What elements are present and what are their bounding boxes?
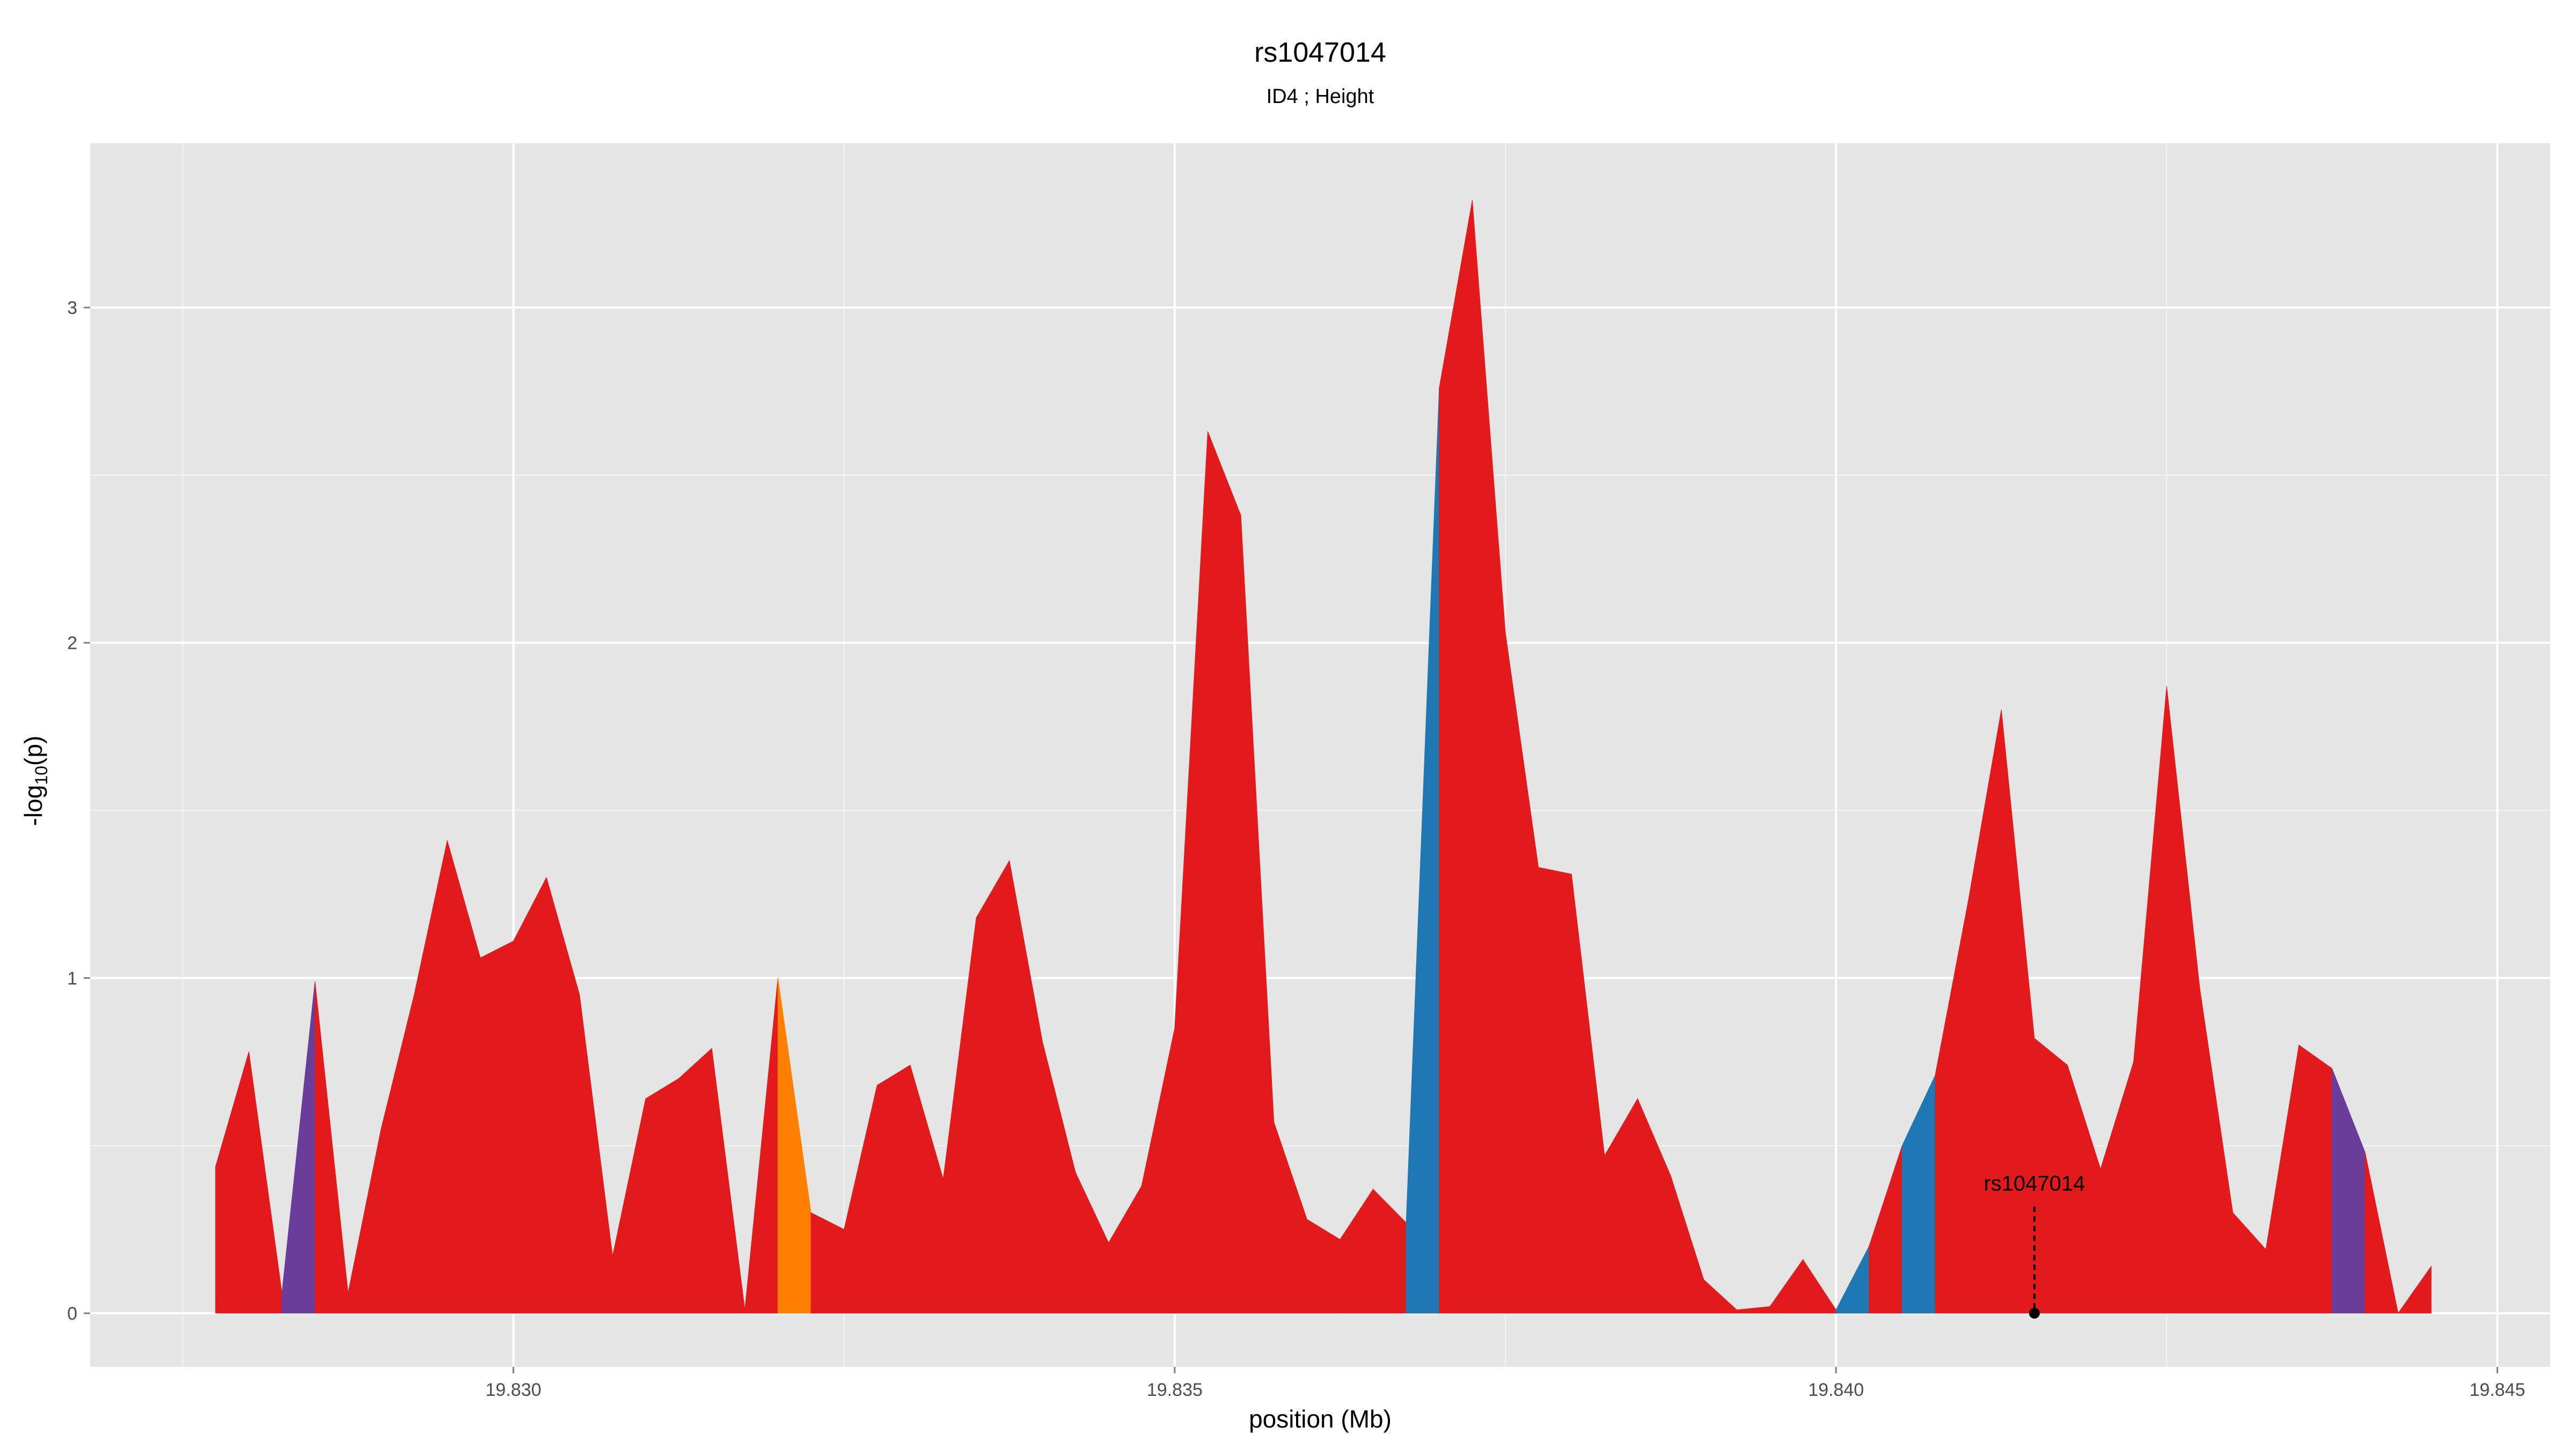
area-segment: [810, 1212, 845, 1314]
area-segment: [1208, 431, 1241, 1314]
area-segment: [645, 1078, 679, 1314]
x-axis-label: position (Mb): [1249, 1405, 1392, 1433]
y-tick-label: 3: [67, 298, 77, 318]
y-tick-label: 1: [67, 968, 77, 989]
x-tick-label: 19.830: [486, 1380, 541, 1400]
area-segment: [2299, 1044, 2332, 1314]
y-axis-label-suffix: (p): [19, 736, 47, 766]
y-axis-label: -log10(p): [19, 736, 51, 826]
axes: 19.830 19.835 19.840 19.845 0 1 2 3: [67, 298, 2525, 1400]
area-segment: [976, 859, 1010, 1314]
x-tick-label: 19.845: [2469, 1380, 2525, 1400]
x-tick-label: 19.840: [1808, 1380, 1864, 1400]
area-segment: [513, 877, 547, 1314]
area-segment: [480, 940, 514, 1314]
y-axis-label-prefix: -log: [19, 785, 47, 826]
area-series: [215, 200, 2432, 1314]
snp-marker-point: [2029, 1308, 2040, 1319]
area-segment: [876, 1064, 911, 1314]
area-segment: [1439, 200, 1473, 1314]
chart-subtitle: ID4 ; Height: [1267, 85, 1374, 108]
snp-label: rs1047014: [1984, 1172, 2085, 1195]
area-segment: [2365, 1152, 2399, 1314]
y-tick-label: 0: [67, 1304, 77, 1324]
y-axis-label-subscript: 10: [32, 766, 51, 785]
area-segment: [678, 1048, 712, 1314]
y-tick-label: 2: [67, 633, 77, 654]
snp-annotation: rs1047014: [1984, 1172, 2085, 1319]
chart-title: rs1047014: [1254, 37, 1386, 68]
x-tick-label: 19.835: [1147, 1380, 1203, 1400]
area-segment: [1538, 867, 1572, 1314]
area-segment: [2397, 1265, 2432, 1314]
